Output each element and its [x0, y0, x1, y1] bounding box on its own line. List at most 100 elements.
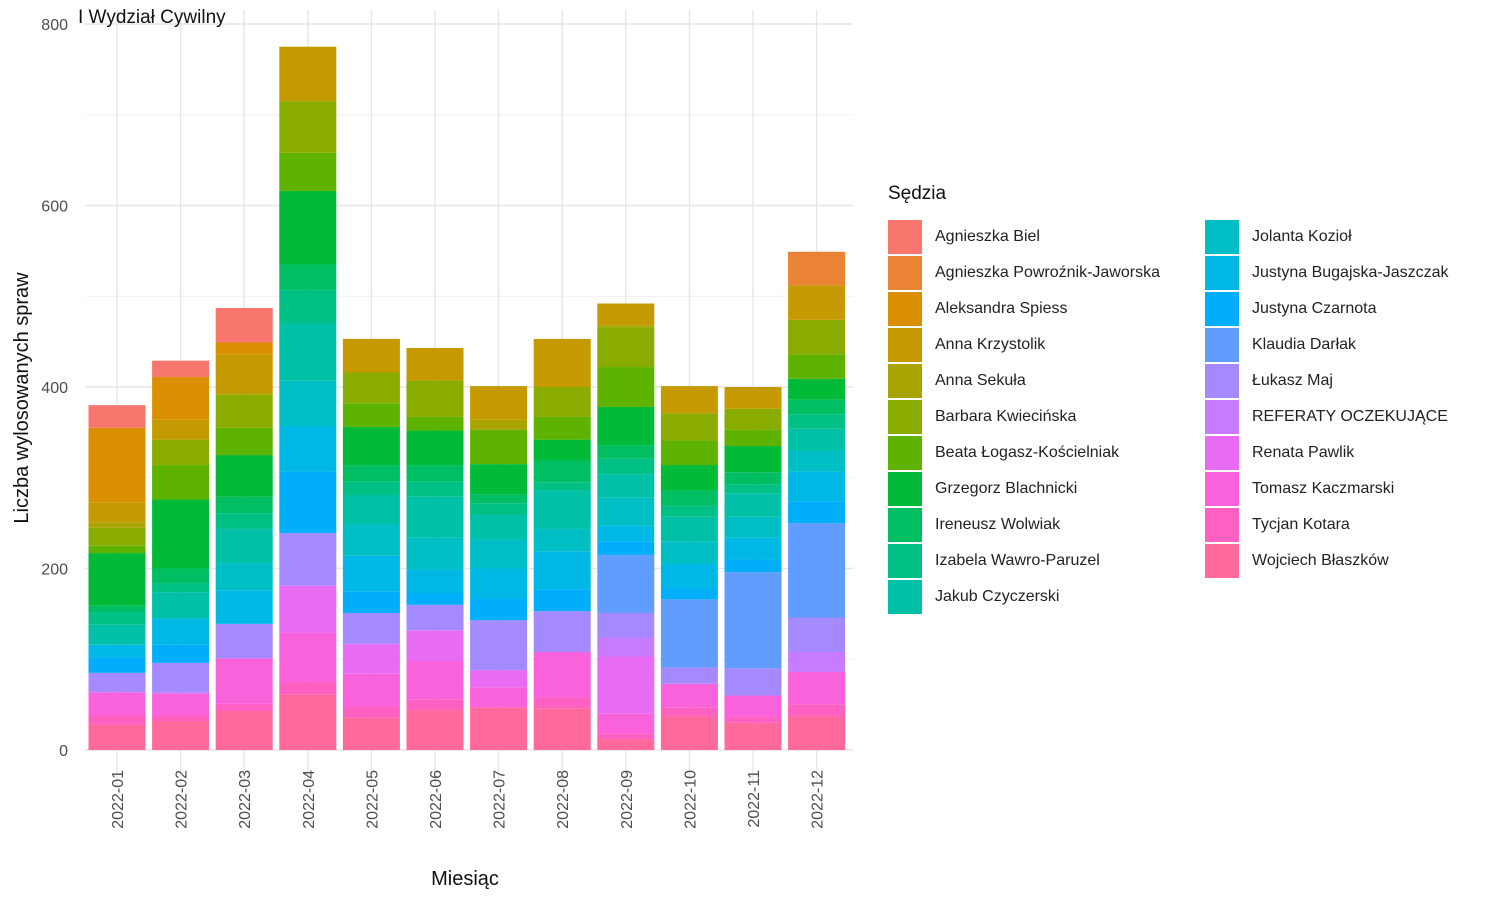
bar-segment: [342, 612, 400, 644]
legend-swatch: [888, 580, 922, 614]
x-tick-label: 2022-08: [555, 770, 572, 829]
legend-swatch: [888, 508, 922, 542]
x-tick-label: 2022-01: [110, 770, 127, 829]
bar-segment: [470, 687, 528, 708]
legend-item: Beata Łogasz-Kościelniak: [888, 435, 1205, 471]
bar-stack-2022-12: [788, 251, 846, 750]
bar-stack-2022-11: [724, 387, 782, 750]
bar-segment: [788, 704, 846, 717]
legend-swatch: [888, 256, 922, 290]
bar-segment: [88, 605, 146, 613]
legend-swatch: [1205, 400, 1239, 434]
legend-swatch: [888, 544, 922, 578]
legend-label: Renata Pawlik: [1252, 444, 1355, 461]
legend-label: Barbara Kwiecińska: [935, 408, 1077, 425]
legend-swatch: [1205, 472, 1239, 506]
legend-swatch: [888, 436, 922, 470]
legend-label: Grzegorz Blachnicki: [935, 480, 1078, 497]
x-tick-label: 2022-04: [301, 770, 318, 829]
bar-segment: [406, 569, 464, 594]
bar-segment: [660, 563, 718, 589]
bar-segment: [152, 439, 210, 466]
bar-segment: [406, 710, 464, 750]
bar-segment: [279, 426, 337, 472]
x-tick-label: 2022-09: [619, 770, 636, 829]
bar-stack-2022-07: [470, 386, 528, 750]
legend-label: Ireneusz Wolwiak: [935, 516, 1061, 533]
legend-label: Beata Łogasz-Kościelniak: [935, 444, 1120, 461]
bar-segment: [788, 378, 846, 400]
bar-segment: [724, 387, 782, 409]
bar-segment: [279, 46, 337, 102]
bar-segment: [406, 430, 464, 466]
bar-segment: [342, 591, 400, 613]
bar-segment: [406, 380, 464, 417]
bar-segment: [215, 354, 273, 395]
legend-item: Tycjan Kotara: [1205, 507, 1500, 543]
legend-swatch: [1205, 436, 1239, 470]
bar-segment: [215, 513, 273, 529]
bar-segment: [597, 733, 655, 740]
y-ticks: 0 200 400 600 800: [41, 17, 68, 760]
bar-stack-2022-06: [406, 347, 464, 750]
bar-segment: [342, 465, 400, 482]
bar-segment: [279, 533, 337, 586]
x-tick-label: 2022-02: [174, 770, 191, 829]
bar-segment: [660, 667, 718, 684]
legend-item: REFERATY OCZEKUJĄCE: [1205, 399, 1500, 435]
bar-stack-2022-01: [88, 405, 146, 750]
legend-label: Łukasz Maj: [1252, 372, 1333, 389]
bar-segment: [660, 516, 718, 542]
bar-segment: [88, 527, 146, 546]
y-tick-label: 0: [59, 743, 68, 760]
bar-segment: [724, 445, 782, 473]
y-tick-label: 200: [41, 562, 68, 579]
legend-item: Aleksandra Spiess: [888, 291, 1205, 327]
bar-segment: [470, 429, 528, 465]
bar-segment: [342, 673, 400, 707]
bar-segment: [788, 671, 846, 705]
bar-segment: [88, 405, 146, 428]
y-tick-label: 800: [41, 17, 68, 34]
bar-segment: [406, 630, 464, 662]
legend-swatch: [1205, 328, 1239, 362]
bar-segment: [152, 360, 210, 378]
bar-segment: [788, 450, 846, 472]
bar-segment: [533, 611, 591, 652]
bar-segment: [597, 637, 655, 657]
legend-swatch: [1205, 256, 1239, 290]
bar-segment: [406, 604, 464, 631]
bar-segment: [788, 285, 846, 320]
bar-segment: [279, 694, 337, 750]
bar-segment: [279, 101, 337, 153]
bar-segment: [88, 612, 146, 625]
bar-segment: [152, 419, 210, 440]
bar-segment: [152, 499, 210, 569]
bar-segment: [279, 471, 337, 534]
bar-segment: [788, 523, 846, 618]
bar-segment: [788, 414, 846, 429]
legend-label: Justyna Bugajska-Jaszczak: [1252, 264, 1449, 281]
bar-stack-2022-09: [597, 303, 655, 750]
legend-item: Renata Pawlik: [1205, 435, 1500, 471]
bar-segment: [724, 695, 782, 717]
legend-label: Agnieszka Powroźnik-Jaworska: [935, 264, 1160, 281]
bar-segment: [215, 455, 273, 497]
bar-segment: [660, 707, 718, 717]
bar-segment: [597, 656, 655, 714]
bar-segment: [533, 551, 591, 590]
bar-segment: [660, 386, 718, 414]
bar-segment: [152, 583, 210, 593]
bar-segment: [533, 387, 591, 417]
bar-segment: [470, 620, 528, 671]
bar-segment: [788, 471, 846, 502]
bar-segment: [724, 716, 782, 723]
bar-segment: [470, 464, 528, 495]
bar-segment: [470, 539, 528, 569]
bar-segment: [215, 427, 273, 456]
bar-stack-2022-08: [533, 338, 591, 750]
x-tick-label: 2022-05: [364, 770, 381, 829]
legend-item: Anna Krzystolik: [888, 327, 1205, 363]
bar-segment: [533, 482, 591, 491]
